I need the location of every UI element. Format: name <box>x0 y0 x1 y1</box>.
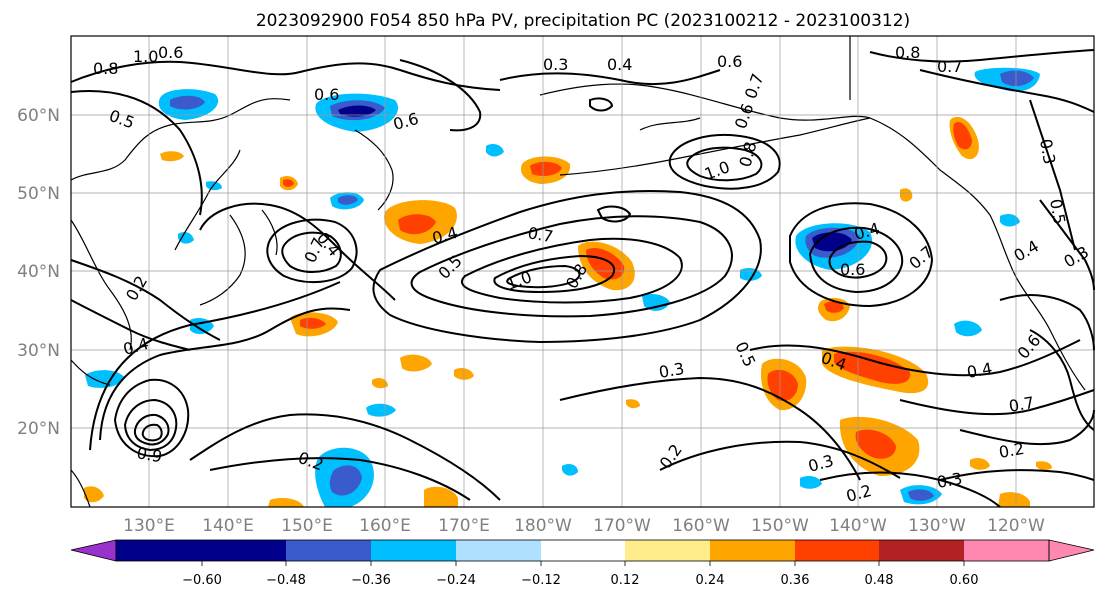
contour-label: 0.6 <box>158 43 183 62</box>
lat-label: 50°N <box>17 184 60 204</box>
colorbar-segment <box>456 540 541 561</box>
colorbar-segment <box>879 540 964 561</box>
colorbar-tick: 0.60 <box>950 573 979 588</box>
colorbar-segment <box>202 540 286 561</box>
colorbar-extend-low <box>70 539 117 562</box>
lat-label: 40°N <box>17 262 60 282</box>
lat-label: 30°N <box>17 341 60 361</box>
contour-label: 0.9 <box>135 443 163 466</box>
colorbar-segment <box>710 540 795 561</box>
lat-label: 60°N <box>17 106 60 126</box>
gridlines <box>71 36 1094 507</box>
contour-label: 0.3 <box>657 359 685 382</box>
colorbar-tick: −0.12 <box>521 573 561 588</box>
colorbar-tick: −0.60 <box>182 573 222 588</box>
longitude-labels: 130°E 140°E 150°E 160°E 170°E 180°W 170°… <box>123 516 1045 536</box>
colorbar-tick: 0.24 <box>696 573 725 588</box>
latitude-labels: 60°N 50°N 40°N 30°N 20°N <box>17 106 60 439</box>
lon-label: 130°E <box>123 516 175 536</box>
map-title: 2023092900 F054 850 hPa PV, precipitatio… <box>256 11 910 31</box>
contour-label: 0.8 <box>93 59 118 78</box>
precip-shading <box>84 67 1052 507</box>
contour-label: 0.5 <box>1046 197 1069 225</box>
colorbar: −0.60 −0.48 −0.36 −0.24 −0.12 0.12 0.24 … <box>70 539 1095 588</box>
contour-label: 0.3 <box>543 55 568 74</box>
contour-label: 0.2 <box>997 439 1025 462</box>
colorbar-tick: −0.24 <box>436 573 476 588</box>
contour-label: 0.8 <box>895 43 920 62</box>
contour-label: 0.4 <box>607 55 632 74</box>
colorbar-segment <box>541 540 625 561</box>
lon-label: 140°E <box>202 516 254 536</box>
lon-label: 170°W <box>593 516 651 536</box>
lon-label: 150°W <box>751 516 809 536</box>
lon-label: 120°W <box>987 516 1045 536</box>
colorbar-tick: 0.12 <box>611 573 640 588</box>
lon-label: 150°E <box>281 516 333 536</box>
lon-label: 170°E <box>438 516 490 536</box>
lon-label: 160°W <box>672 516 730 536</box>
lat-label: 20°N <box>17 419 60 439</box>
colorbar-extend-high <box>1048 539 1095 562</box>
contour-label: 0.3 <box>1036 137 1059 165</box>
coastlines <box>70 36 1086 508</box>
colorbar-segment <box>116 540 202 561</box>
colorbar-tick: 0.48 <box>865 573 894 588</box>
contour-label: 0.7 <box>526 223 554 246</box>
lon-label: 130°W <box>908 516 966 536</box>
contour-label: 0.7 <box>1007 393 1035 416</box>
colorbar-segment <box>286 540 371 561</box>
colorbar-tick: −0.48 <box>266 573 306 588</box>
colorbar-tick: 0.36 <box>781 573 810 588</box>
contour-label: 0.7 <box>937 57 962 76</box>
colorbar-tick: −0.36 <box>351 573 391 588</box>
colorbar-segment <box>964 540 1049 561</box>
lon-label: 160°E <box>359 516 411 536</box>
contour-label: 0.6 <box>840 260 865 279</box>
contour-label: 0.6 <box>314 85 339 104</box>
contour-label: 0.3 <box>935 469 963 492</box>
contour-label: 1.0 <box>133 47 158 66</box>
colorbar-segment <box>795 540 879 561</box>
lon-label: 180°W <box>514 516 572 536</box>
pv-contours <box>70 49 1095 508</box>
map-panel: 0.8 1.0 0.6 0.5 0.6 0.3 0.4 0.6 0.8 0.7 … <box>70 35 1095 508</box>
colorbar-segment <box>371 540 456 561</box>
map-frame <box>70 35 1095 508</box>
contour-label: 0.4 <box>965 359 993 382</box>
lon-label: 140°W <box>829 516 887 536</box>
colorbar-segment <box>625 540 710 561</box>
contour-label: 0.6 <box>717 52 742 71</box>
